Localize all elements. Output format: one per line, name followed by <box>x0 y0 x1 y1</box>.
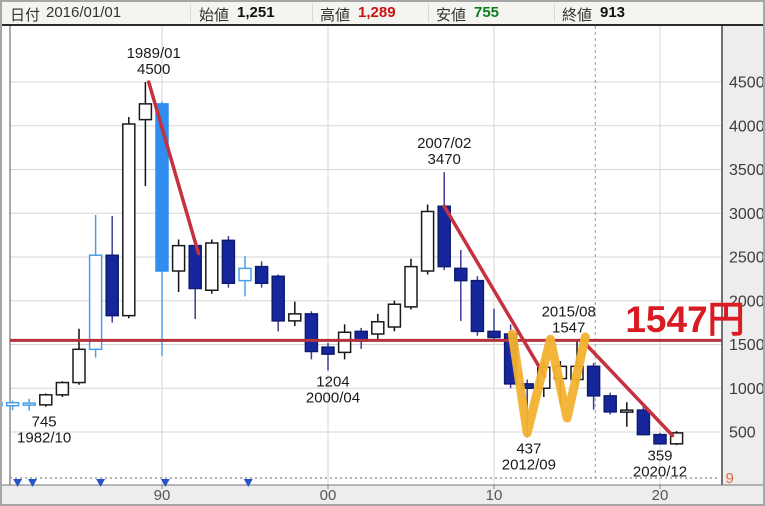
w-pattern-annotation <box>507 329 590 438</box>
candle-body-1982[interactable] <box>22 402 36 406</box>
annotation-line2: 2020/12 <box>633 463 687 480</box>
low-label: 安値 <box>436 7 467 24</box>
candle-body-2006[interactable] <box>420 210 435 272</box>
y-tick-label: 4500 <box>729 75 765 92</box>
separator <box>190 4 191 22</box>
candle-body-1998[interactable] <box>288 313 302 322</box>
candle-body-2018[interactable] <box>620 409 634 413</box>
y-tick-label: 1000 <box>729 381 765 398</box>
annotation-line1: 359 <box>647 447 672 464</box>
candle-body-1995[interactable] <box>238 267 252 282</box>
candle-body-1990[interactable] <box>155 103 169 272</box>
candle-body-1987[interactable] <box>105 254 119 317</box>
annotation-line1: 1204 <box>316 373 349 390</box>
candle-body-2004[interactable] <box>387 303 402 328</box>
date-label: 日付 <box>10 7 41 24</box>
ohlc-header-bar: 日付 2016/01/01 始値 1,251 高値 1,289 安値 755 終… <box>2 2 763 26</box>
candle-body-1984[interactable] <box>55 381 70 396</box>
event-marker-arrow-icon <box>13 479 23 487</box>
x-tick-label: 90 <box>154 487 171 504</box>
y-tick-label: 3500 <box>729 162 765 179</box>
high-value: 1,289 <box>358 4 396 21</box>
candle-body-2016[interactable] <box>586 365 601 397</box>
separator <box>428 4 429 22</box>
open-value: 1,251 <box>237 4 275 21</box>
open-label: 始値 <box>199 7 230 24</box>
candle-body-2009[interactable] <box>470 279 485 333</box>
candle-body-1999[interactable] <box>304 313 319 353</box>
downtrend-line-2 <box>442 204 547 378</box>
high-label: 高値 <box>320 7 351 24</box>
y-tick-label: 2000 <box>729 293 765 310</box>
candle-body-2003[interactable] <box>371 321 385 335</box>
annotation-line1: 2007/02 <box>417 135 471 152</box>
y-tick-label: 1500 <box>729 337 765 354</box>
candle-body-2019[interactable] <box>636 409 651 436</box>
annotation-line2: 1982/10 <box>17 430 71 447</box>
annotation-line2: 1547 <box>552 319 585 336</box>
y-axis-strip <box>723 26 763 485</box>
candle-body-2001[interactable] <box>337 331 352 354</box>
candle-body-1996[interactable] <box>254 265 269 284</box>
candle-body-2005[interactable] <box>404 265 418 308</box>
candle-body-1985[interactable] <box>72 348 86 384</box>
candle-body-1991[interactable] <box>171 244 186 272</box>
annotation-line2: 4500 <box>137 61 170 78</box>
x-tick-label: 10 <box>486 487 503 504</box>
close-value: 913 <box>600 4 626 21</box>
annotation-line1: 437 <box>516 441 541 458</box>
annotation-line1: 1989/01 <box>127 45 181 62</box>
event-marker-arrow-icon <box>28 479 38 487</box>
candle-body-1988[interactable] <box>122 123 136 317</box>
baseline-value-label: 9 <box>726 470 734 487</box>
y-tick-label: 4000 <box>729 118 765 135</box>
close-label: 終値 <box>562 7 593 24</box>
x-axis-strip <box>2 485 763 504</box>
candle-body-2010[interactable] <box>487 330 501 339</box>
date-value: 2016/01/01 <box>46 4 122 21</box>
candle-body-1993[interactable] <box>205 242 219 291</box>
downtrend-line-1 <box>146 80 201 256</box>
event-marker-arrow-icon <box>243 479 253 487</box>
x-tick-label: 20 <box>652 487 669 504</box>
candle-body-1983[interactable] <box>39 394 53 406</box>
annotation-line2: 2012/09 <box>502 457 556 474</box>
event-marker-arrow-icon <box>160 479 170 487</box>
candle-body-2008[interactable] <box>454 267 468 282</box>
big-price-label: 1547円 <box>625 299 744 340</box>
candle-body-1981[interactable] <box>5 401 20 407</box>
low-value: 755 <box>474 4 500 21</box>
candle-body-2021[interactable] <box>669 432 684 445</box>
annotation-line2: 2000/04 <box>306 389 360 406</box>
y-tick-label: 3000 <box>729 206 765 223</box>
x-tick-label: 00 <box>320 487 337 504</box>
candle-body-2000[interactable] <box>321 346 335 355</box>
event-marker-arrow-icon <box>96 479 106 487</box>
separator <box>312 4 313 22</box>
annotation-line1: 2015/08 <box>542 303 596 320</box>
separator <box>554 4 555 22</box>
annotation-line1: 745 <box>32 414 57 431</box>
candle-body-1997[interactable] <box>271 275 285 322</box>
candle-body-1986[interactable] <box>88 254 103 351</box>
candle-body-1989[interactable] <box>138 103 153 121</box>
candle-body-2017[interactable] <box>603 395 617 413</box>
y-tick-label: 2500 <box>729 250 765 267</box>
downtrend-line-3 <box>584 342 675 438</box>
candle-body-2020[interactable] <box>653 433 667 445</box>
y-tick-label: 500 <box>729 425 756 442</box>
candle-body-1994[interactable] <box>221 239 236 284</box>
annotation-line2: 3470 <box>428 151 461 168</box>
